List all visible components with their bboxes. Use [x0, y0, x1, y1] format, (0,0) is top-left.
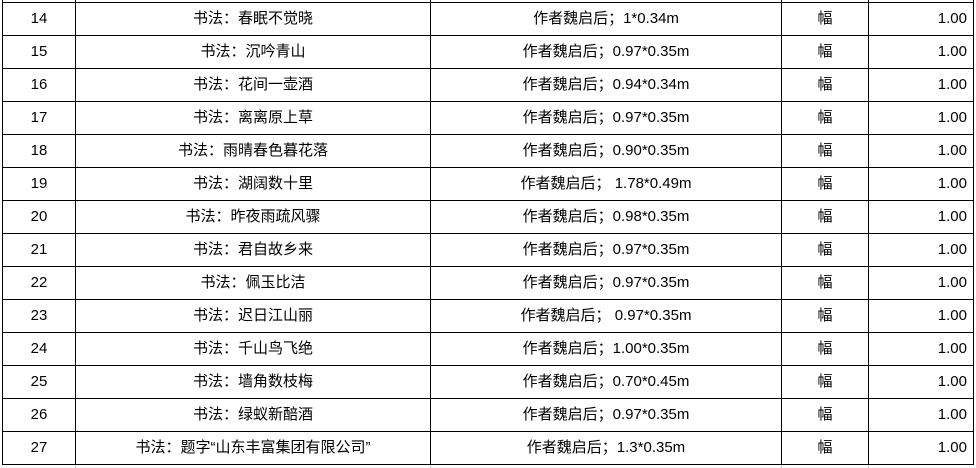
item-name-cell[interactable]: 书法：墙角数枝梅: [76, 366, 431, 398]
table-row: 14 书法：春眠不觉晓 作者魏启后；1*0.34m 幅 1.00: [3, 3, 974, 36]
quantity-cell[interactable]: 1.00: [869, 333, 974, 365]
item-name-cell[interactable]: 书法：佩玉比洁: [76, 267, 431, 299]
table-row: 21 书法：君自故乡来 作者魏启后；0.97*0.35m 幅 1.00: [3, 234, 974, 267]
item-name-cell[interactable]: 书法：绿蚁新醅酒: [76, 399, 431, 431]
table-row: 26 书法：绿蚁新醅酒 作者魏启后；0.97*0.35m 幅 1.00: [3, 399, 974, 432]
row-number-cell[interactable]: 15: [3, 36, 76, 68]
table-row: 25 书法：墙角数枝梅 作者魏启后；0.70*0.45m 幅 1.00: [3, 366, 974, 399]
table-row: 20 书法：昨夜雨疏风骤 作者魏启后；0.98*0.35m 幅 1.00: [3, 201, 974, 234]
grid-line: [75, 0, 76, 2]
table-row: 15 书法：沉吟青山 作者魏启后；0.97*0.35m 幅 1.00: [3, 36, 974, 69]
table-row: 16 书法：花间一壶酒 作者魏启后；0.94*0.34m 幅 1.00: [3, 69, 974, 102]
quantity-cell[interactable]: 1.00: [869, 69, 974, 101]
unit-cell[interactable]: 幅: [782, 300, 869, 332]
row-number-cell[interactable]: 22: [3, 267, 76, 299]
unit-cell[interactable]: 幅: [782, 267, 869, 299]
cutoff-row-above: [0, 0, 976, 2]
row-number-cell[interactable]: 27: [3, 432, 76, 464]
quantity-cell[interactable]: 1.00: [869, 168, 974, 200]
item-name-cell[interactable]: 书法：雨晴春色暮花落: [76, 135, 431, 167]
item-name-cell[interactable]: 书法：昨夜雨疏风骤: [76, 201, 431, 233]
table-row: 19 书法：湖阔数十里 作者魏启后； 1.78*0.49m 幅 1.00: [3, 168, 974, 201]
item-description-cell[interactable]: 作者魏启后；0.97*0.35m: [431, 399, 782, 431]
item-description-cell[interactable]: 作者魏启后； 1.78*0.49m: [431, 168, 782, 200]
table-row: 18 书法：雨晴春色暮花落 作者魏启后；0.90*0.35m 幅 1.00: [3, 135, 974, 168]
grid-line: [868, 465, 869, 468]
item-description-cell[interactable]: 作者魏启后；0.98*0.35m: [431, 201, 782, 233]
grid-line: [75, 465, 76, 468]
item-name-cell[interactable]: 书法：题字“山东丰富集团有限公司”: [76, 432, 431, 464]
quantity-cell[interactable]: 1.00: [869, 201, 974, 233]
item-name-cell[interactable]: 书法：花间一壶酒: [76, 69, 431, 101]
unit-cell[interactable]: 幅: [782, 366, 869, 398]
item-description-cell[interactable]: 作者魏启后；1.3*0.35m: [431, 432, 782, 464]
unit-cell[interactable]: 幅: [782, 168, 869, 200]
table-row: 23 书法：迟日江山丽 作者魏启后； 0.97*0.35m 幅 1.00: [3, 300, 974, 333]
unit-cell[interactable]: 幅: [782, 333, 869, 365]
item-name-cell[interactable]: 书法：迟日江山丽: [76, 300, 431, 332]
grid-line: [781, 0, 782, 2]
row-number-cell[interactable]: 16: [3, 69, 76, 101]
quantity-cell[interactable]: 1.00: [869, 36, 974, 68]
quantity-cell[interactable]: 1.00: [869, 3, 974, 35]
unit-cell[interactable]: 幅: [782, 135, 869, 167]
quantity-cell[interactable]: 1.00: [869, 102, 974, 134]
item-description-cell[interactable]: 作者魏启后；0.97*0.35m: [431, 234, 782, 266]
grid-line: [868, 0, 869, 2]
item-description-cell[interactable]: 作者魏启后；0.70*0.45m: [431, 366, 782, 398]
item-name-cell[interactable]: 书法：离离原上草: [76, 102, 431, 134]
unit-cell[interactable]: 幅: [782, 399, 869, 431]
grid-line: [781, 465, 782, 468]
item-description-cell[interactable]: 作者魏启后；1.00*0.35m: [431, 333, 782, 365]
row-number-cell[interactable]: 23: [3, 300, 76, 332]
item-description-cell[interactable]: 作者魏启后；0.97*0.35m: [431, 36, 782, 68]
row-number-cell[interactable]: 26: [3, 399, 76, 431]
quantity-cell[interactable]: 1.00: [869, 432, 974, 464]
row-number-cell[interactable]: 19: [3, 168, 76, 200]
row-number-cell[interactable]: 21: [3, 234, 76, 266]
unit-cell[interactable]: 幅: [782, 102, 869, 134]
quantity-cell[interactable]: 1.00: [869, 267, 974, 299]
row-number-cell[interactable]: 20: [3, 201, 76, 233]
unit-cell[interactable]: 幅: [782, 3, 869, 35]
item-name-cell[interactable]: 书法：春眠不觉晓: [76, 3, 431, 35]
item-name-cell[interactable]: 书法：沉吟青山: [76, 36, 431, 68]
item-description-cell[interactable]: 作者魏启后；0.94*0.34m: [431, 69, 782, 101]
table-row: 22 书法：佩玉比洁 作者魏启后；0.97*0.35m 幅 1.00: [3, 267, 974, 300]
item-description-cell[interactable]: 作者魏启后；0.97*0.35m: [431, 267, 782, 299]
unit-cell[interactable]: 幅: [782, 234, 869, 266]
item-description-cell[interactable]: 作者魏启后；1*0.34m: [431, 3, 782, 35]
quantity-cell[interactable]: 1.00: [869, 366, 974, 398]
cutoff-row-below: [0, 465, 976, 468]
grid-line: [430, 465, 431, 468]
item-description-cell[interactable]: 作者魏启后；0.97*0.35m: [431, 102, 782, 134]
quantity-cell[interactable]: 1.00: [869, 135, 974, 167]
row-number-cell[interactable]: 17: [3, 102, 76, 134]
table-row: 24 书法：千山鸟飞绝 作者魏启后；1.00*0.35m 幅 1.00: [3, 333, 974, 366]
grid-line: [430, 0, 431, 2]
item-name-cell[interactable]: 书法：千山鸟飞绝: [76, 333, 431, 365]
table-row: 17 书法：离离原上草 作者魏启后；0.97*0.35m 幅 1.00: [3, 102, 974, 135]
quantity-cell[interactable]: 1.00: [869, 300, 974, 332]
quantity-cell[interactable]: 1.00: [869, 399, 974, 431]
unit-cell[interactable]: 幅: [782, 432, 869, 464]
unit-cell[interactable]: 幅: [782, 201, 869, 233]
grid-line: [973, 0, 974, 2]
grid-line: [2, 0, 3, 2]
item-description-cell[interactable]: 作者魏启后； 0.97*0.35m: [431, 300, 782, 332]
row-number-cell[interactable]: 24: [3, 333, 76, 365]
table-row: 27 书法：题字“山东丰富集团有限公司” 作者魏启后；1.3*0.35m 幅 1.00: [3, 432, 974, 465]
row-number-cell[interactable]: 25: [3, 366, 76, 398]
item-name-cell[interactable]: 书法：湖阔数十里: [76, 168, 431, 200]
quantity-cell[interactable]: 1.00: [869, 234, 974, 266]
unit-cell[interactable]: 幅: [782, 36, 869, 68]
item-description-cell[interactable]: 作者魏启后；0.90*0.35m: [431, 135, 782, 167]
row-number-cell[interactable]: 14: [3, 3, 76, 35]
item-name-cell[interactable]: 书法：君自故乡来: [76, 234, 431, 266]
unit-cell[interactable]: 幅: [782, 69, 869, 101]
row-number-cell[interactable]: 18: [3, 135, 76, 167]
